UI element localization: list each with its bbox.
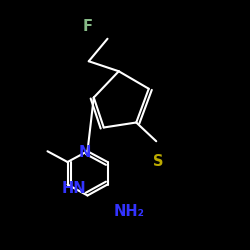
Text: S: S bbox=[152, 154, 163, 169]
Text: NH₂: NH₂ bbox=[114, 204, 145, 219]
Text: N: N bbox=[79, 145, 91, 160]
Text: HN: HN bbox=[62, 181, 86, 196]
Text: F: F bbox=[82, 19, 92, 34]
